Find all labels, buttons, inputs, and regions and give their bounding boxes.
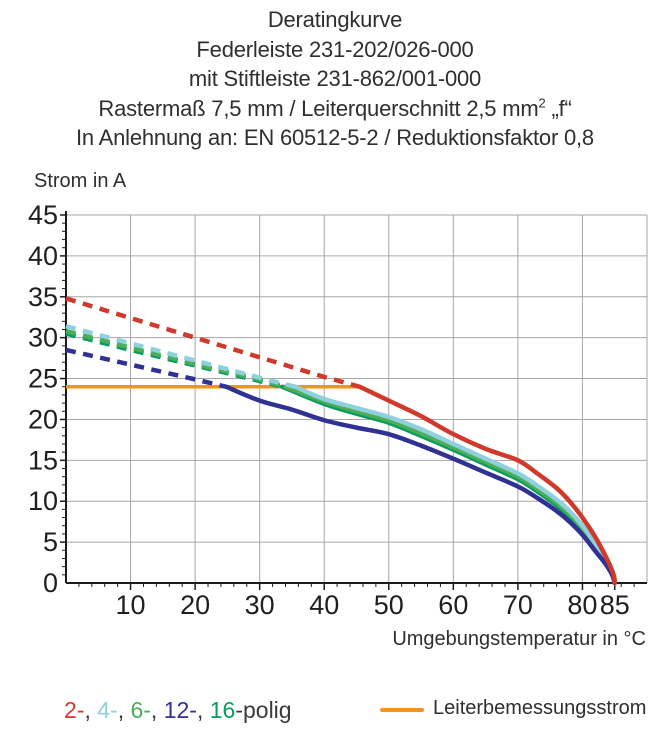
chart-title-block: Deratingkurve Federleiste 231-202/026-00…: [0, 5, 670, 153]
y-tick-label: 45: [28, 200, 58, 230]
x-tick-label: 20: [180, 590, 210, 620]
legend-part: -polig: [235, 697, 292, 723]
y-tick-label: 40: [28, 241, 58, 271]
series-12-polig-solid: [223, 384, 617, 586]
series-6-polig-solid: [283, 384, 617, 586]
legend-part: ,: [84, 697, 98, 723]
x-axis-label: Umgebungstemperatur in °C: [392, 628, 646, 650]
x-tick-label: 85: [600, 590, 630, 620]
x-tick-label: 60: [438, 590, 468, 620]
series-4-polig-solid: [292, 384, 617, 586]
series-16-polig-solid: [280, 384, 617, 586]
x-tick-label: 10: [116, 590, 146, 620]
legend-row: 2-, 4-, 6-, 12-, 16-polig Leiterbemessun…: [0, 697, 670, 731]
gridlines: [66, 214, 648, 583]
superscript-2: 2: [538, 95, 546, 111]
x-tick-label: 80: [567, 590, 597, 620]
legend-part: ,: [117, 697, 131, 723]
legend-part: 4-: [97, 697, 118, 723]
title-line-2: Federleiste 231-202/026-000: [196, 36, 474, 62]
x-tick-label: 50: [374, 590, 404, 620]
y-tick-label: 35: [28, 282, 58, 312]
pole-count-legend: 2-, 4-, 6-, 12-, 16-polig: [64, 697, 292, 724]
x-tick-label: 40: [309, 590, 339, 620]
rated-current-line-swatch: [380, 707, 424, 712]
axes: [65, 211, 647, 584]
y-tick-label: 30: [28, 323, 58, 353]
title-line-4: Rastermaß 7,5 mm / Leiterquerschnitt 2,5…: [98, 95, 572, 121]
legend-part: ,: [150, 697, 164, 723]
axis-ticks: [60, 214, 635, 590]
y-tick-label: 15: [28, 445, 58, 475]
series-6-polig-dashed: [65, 328, 287, 389]
y-tick-label: 20: [28, 404, 58, 434]
title-line-1: Deratingkurve: [267, 7, 403, 32]
series-16-polig-dashed: [65, 331, 283, 389]
legend-part: 12-: [163, 697, 197, 723]
legend-part: 6-: [130, 697, 151, 723]
x-tick-label: 70: [503, 590, 533, 620]
tick-labels: 0 5 10 15 20 25 30 35 40 45 10 20 30 40 50 60 70 80 85: [28, 200, 630, 620]
y-tick-label: 25: [28, 364, 58, 394]
legend-part: 16: [209, 697, 236, 723]
title-line-5: In Anlehnung an: EN 60512-5-2 / Reduktio…: [76, 125, 594, 150]
y-tick-label: 10: [28, 486, 58, 516]
series-2-polig-dashed: [65, 296, 361, 389]
y-axis-label: Strom in A: [34, 170, 127, 192]
rated-current-legend: Leiterbemessungsstrom: [380, 697, 646, 720]
x-tick-label: 30: [245, 590, 275, 620]
title-line-3: mit Stiftleiste 231-862/001-000: [188, 66, 482, 91]
y-tick-label: 0: [43, 568, 58, 598]
derating-chart: 0 5 10 15 20 25 30 35 40 45 10 20 30 40 50 60 70 80 85: [28, 200, 648, 620]
legend-part: 2-: [64, 697, 85, 723]
rated-current-label: Leiterbemessungsstrom: [433, 697, 647, 719]
y-tick-label: 5: [43, 527, 58, 557]
series-4-polig-dashed: [65, 324, 296, 389]
series-2-polig-solid: [357, 384, 617, 586]
legend-part: ,: [196, 697, 210, 723]
